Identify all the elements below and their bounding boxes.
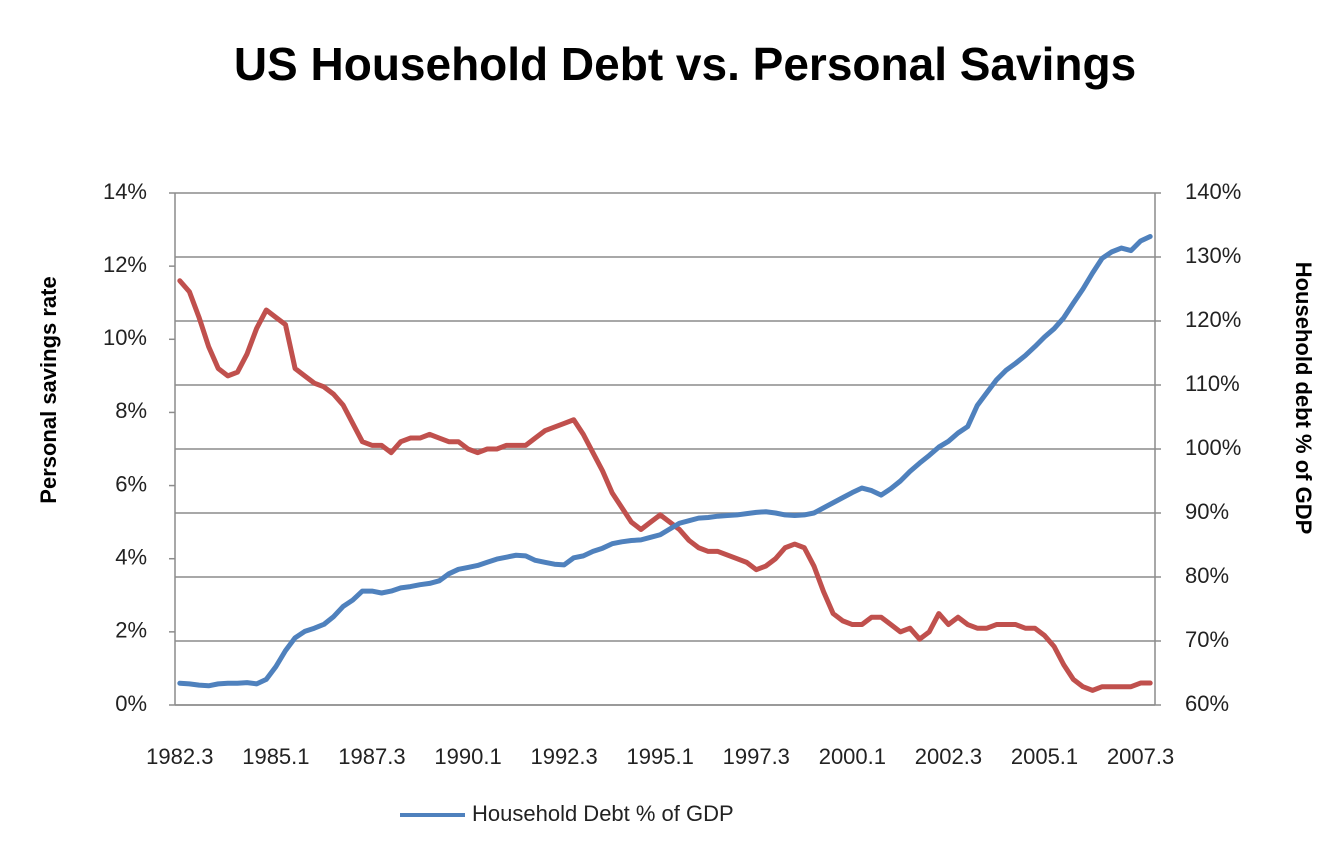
data-line <box>177 278 1153 693</box>
y-tick-label: 8% <box>115 398 147 423</box>
x-tick-label: 2005.1 <box>1011 744 1078 769</box>
x-tick-label: 2002.3 <box>915 744 982 769</box>
y2-tick-label: 90% <box>1185 499 1229 524</box>
x-tick-label: 1987.3 <box>338 744 405 769</box>
x-tick-label: 1997.3 <box>723 744 790 769</box>
x-tick-label: 2000.1 <box>819 744 886 769</box>
x-tick-label: 1995.1 <box>627 744 694 769</box>
y2-tick-label: 120% <box>1185 307 1241 332</box>
y-tick-label: 0% <box>115 691 147 716</box>
y-tick-label: 14% <box>103 179 147 204</box>
y2-tick-label: 80% <box>1185 563 1229 588</box>
y-tick-label: 10% <box>103 325 147 350</box>
y-tick-label: 4% <box>115 545 147 570</box>
x-tick-label: 1982.3 <box>146 744 213 769</box>
x-tick-label: 1985.1 <box>242 744 309 769</box>
y2-tick-label: 100% <box>1185 435 1241 460</box>
y2-tick-label: 130% <box>1185 243 1241 268</box>
y2-tick-label: 110% <box>1185 371 1240 396</box>
y-tick-label: 2% <box>115 618 147 643</box>
y-tick-label: 12% <box>103 252 147 277</box>
x-tick-label: 2007.3 <box>1107 744 1174 769</box>
chart-title: US Household Debt vs. Personal Savings <box>234 38 1136 90</box>
legend-label: Household Debt % of GDP <box>472 801 734 826</box>
y-tick-label: 6% <box>115 471 147 496</box>
data-line <box>177 234 1153 689</box>
y2-axis-title: Household debt % of GDP <box>1291 262 1316 535</box>
x-tick-label: 1992.3 <box>530 744 597 769</box>
y2-tick-label: 140% <box>1185 179 1241 204</box>
y2-tick-label: 60% <box>1185 691 1229 716</box>
y2-tick-label: 70% <box>1185 627 1229 652</box>
y-axis-title: Personal savings rate <box>36 276 61 503</box>
x-tick-label: 1990.1 <box>434 744 501 769</box>
